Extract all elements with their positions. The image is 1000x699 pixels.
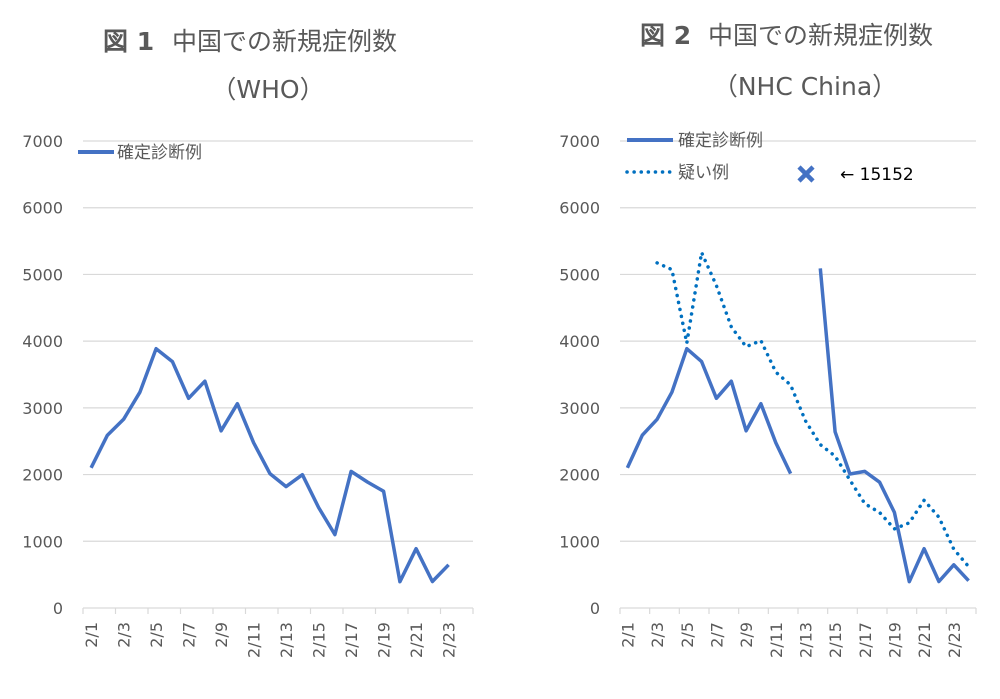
series-line-confirmed bbox=[625, 346, 793, 475]
chart2-plot: 0 1000 2000 3000 4000 5000 6000 7000 2/1 2/3 2/5 2/… bbox=[559, 132, 977, 658]
chart2-title-prefix: 図 2 bbox=[640, 21, 691, 50]
y-tick-label: 3000 bbox=[559, 399, 600, 418]
x-tick-label: 2/1 bbox=[618, 622, 637, 648]
chart2-legend-suspected: 疑い例 bbox=[678, 163, 729, 183]
chart1-plot: 0 1000 2000 3000 4000 5000 6000 7000 2/1 2/3 2/5 2/… bbox=[22, 132, 474, 658]
x-tick-label: 2/19 bbox=[375, 622, 394, 658]
y-tick-label: 6000 bbox=[22, 199, 63, 218]
y-tick-label: 1000 bbox=[22, 532, 63, 551]
x-tick-label: 2/23 bbox=[440, 622, 459, 658]
x-tick-label: 2/1 bbox=[82, 622, 101, 648]
x-tick-label: 2/17 bbox=[856, 622, 875, 658]
chart1-legend-confirmed: 確定診断例 bbox=[117, 143, 202, 163]
x-tick-label: 2/7 bbox=[180, 622, 199, 648]
y-tick-label: 0 bbox=[590, 599, 600, 618]
chart1-title-prefix: 図 1 bbox=[103, 27, 154, 56]
x-tick-label: 2/15 bbox=[826, 622, 845, 658]
x-tick-label: 2/15 bbox=[310, 622, 329, 658]
chart1-title: 中国での新規症例数 bbox=[172, 27, 397, 56]
y-tick-label: 5000 bbox=[22, 265, 63, 284]
series-line-suspected bbox=[655, 250, 971, 569]
y-tick-label: 0 bbox=[53, 599, 63, 618]
x-tick-label: 2/5 bbox=[678, 622, 697, 648]
chart1-subtitle: （WHO） bbox=[211, 75, 324, 104]
x-tick-label: 2/9 bbox=[737, 622, 756, 648]
x-tick-label: 2/9 bbox=[212, 622, 231, 648]
y-tick-label: 5000 bbox=[559, 265, 600, 284]
x-tick-label: 2/11 bbox=[245, 622, 264, 658]
x-tick-label: 2/21 bbox=[407, 622, 426, 658]
x-tick-label: 2/13 bbox=[277, 622, 296, 658]
chart2-legend-confirmed: 確定診断例 bbox=[678, 131, 763, 151]
y-tick-label: 4000 bbox=[22, 332, 63, 351]
x-tick-label: 2/23 bbox=[945, 622, 964, 658]
x-tick-label: 2/5 bbox=[147, 622, 166, 648]
y-tick-label: 6000 bbox=[559, 199, 600, 218]
y-tick-label: 2000 bbox=[22, 466, 63, 485]
x-tick-label: 2/11 bbox=[767, 622, 786, 658]
y-tick-label: 7000 bbox=[559, 132, 600, 151]
x-tick-label: 2/19 bbox=[885, 622, 904, 658]
x-icon bbox=[797, 165, 815, 183]
chart2-annotation-15152: ← 15152 bbox=[840, 165, 914, 185]
series-line-confirmed bbox=[818, 268, 970, 584]
series-line-confirmed bbox=[89, 346, 450, 584]
x-tick-label: 2/3 bbox=[648, 622, 667, 648]
y-tick-label: 2000 bbox=[559, 466, 600, 485]
x-tick-label: 2/13 bbox=[796, 622, 815, 658]
chart2-title: 中国での新規症例数 bbox=[708, 21, 933, 50]
y-tick-label: 3000 bbox=[22, 399, 63, 418]
x-tick-label: 2/21 bbox=[915, 622, 934, 658]
y-tick-label: 1000 bbox=[559, 532, 600, 551]
x-tick-label: 2/7 bbox=[707, 622, 726, 648]
chart2-subtitle: （NHC China） bbox=[713, 72, 897, 101]
x-tick-label: 2/17 bbox=[342, 622, 361, 658]
x-tick-label: 2/3 bbox=[115, 622, 134, 648]
y-tick-label: 4000 bbox=[559, 332, 600, 351]
y-tick-label: 7000 bbox=[22, 132, 63, 151]
